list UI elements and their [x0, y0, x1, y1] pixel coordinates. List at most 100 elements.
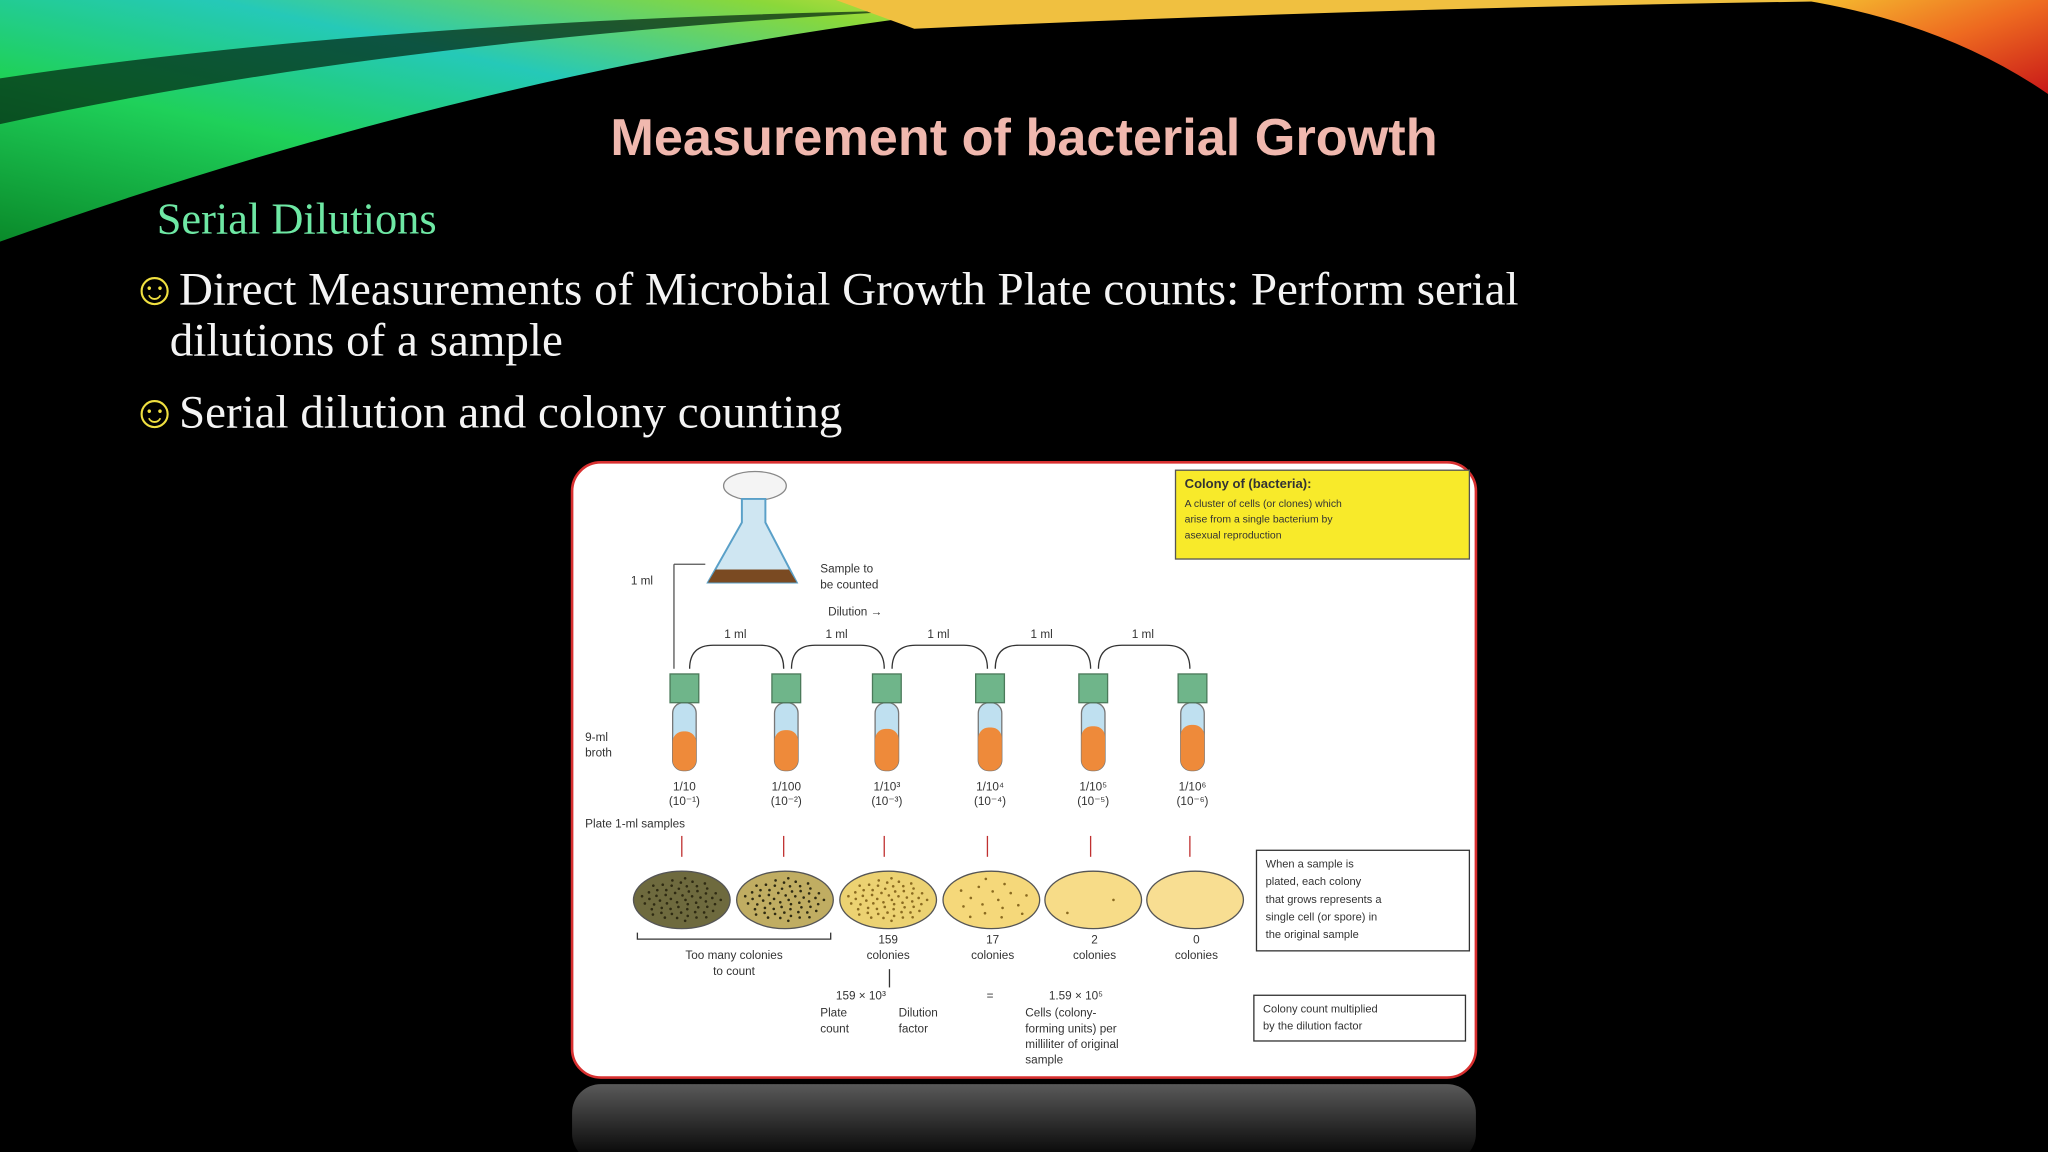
colony-dot	[1112, 898, 1115, 902]
colony-dot	[780, 905, 783, 909]
figure-label: 9-ml	[585, 731, 608, 744]
colony-dot	[719, 898, 723, 902]
colony-dot	[1000, 915, 1003, 919]
colony-dot	[683, 876, 687, 880]
colony-dot	[917, 896, 920, 900]
transfer-arc	[994, 644, 1092, 669]
figure-label: Sample to	[820, 563, 873, 576]
colony-dot	[675, 916, 679, 920]
colony-dot	[755, 884, 758, 887]
colony-dot	[1020, 912, 1024, 916]
colony-dot	[910, 892, 914, 895]
colony-dot	[890, 919, 893, 923]
colony-dot	[869, 916, 873, 919]
plating-box	[1255, 849, 1471, 952]
tube-cap	[871, 673, 902, 704]
bullet-marker: ☺	[131, 386, 179, 438]
colony-dot	[854, 897, 858, 901]
colony-dot	[887, 894, 891, 897]
colony-dot	[991, 890, 994, 893]
colony-dot	[977, 885, 981, 889]
colony-dot	[685, 907, 689, 911]
colony-dot	[783, 911, 786, 914]
colony-dot	[870, 893, 874, 897]
colony-dot	[687, 890, 691, 893]
colony-dot	[671, 879, 674, 882]
figure-label: 1.59 × 10⁵	[1049, 990, 1103, 1003]
colony-dot	[897, 880, 901, 884]
figure-label: Cells (colony-	[1025, 1007, 1096, 1020]
colony-dot	[903, 905, 906, 909]
colony-dot	[892, 914, 896, 918]
figure-label: 1/10⁶	[1179, 781, 1207, 794]
colony-dot	[969, 896, 973, 900]
colony-dot	[981, 903, 984, 906]
colony-dot	[679, 881, 683, 884]
colony-dot	[683, 919, 687, 923]
colony-dot	[711, 909, 715, 913]
tube-broth	[1180, 724, 1205, 771]
colony-dot	[789, 914, 793, 918]
bullet-text: dilutions of a sample	[170, 315, 563, 367]
colony-dot	[647, 891, 651, 894]
colony-dot	[763, 906, 767, 910]
colony-dot	[865, 899, 868, 902]
colony-dot	[909, 882, 913, 885]
colony-dot	[768, 902, 772, 905]
colony-dot	[816, 902, 820, 906]
colony-dot	[798, 884, 802, 888]
tube-broth	[978, 727, 1002, 771]
colony-dot	[714, 891, 718, 895]
colony-dot	[806, 882, 810, 885]
colony-dot	[1001, 906, 1004, 910]
colony-dot	[847, 894, 850, 898]
colony-dot	[809, 905, 812, 909]
colony-dot	[798, 916, 801, 919]
transfer-arc	[688, 644, 785, 669]
colony-dot	[705, 887, 709, 890]
colony-dot	[690, 894, 694, 898]
figure-label: be counted	[820, 578, 878, 591]
tube-broth	[875, 728, 899, 771]
figure-label: 17	[986, 934, 999, 947]
colony-dot	[806, 911, 809, 914]
colony-dot	[670, 884, 673, 887]
colony-dot	[859, 903, 862, 906]
colony-dot	[763, 911, 766, 915]
colony-dot	[773, 884, 777, 887]
colony-dot	[790, 890, 794, 893]
colony-dot	[746, 902, 750, 905]
figure-label: 1 ml	[724, 628, 746, 641]
colony-dot	[861, 894, 865, 898]
figure-label: colonies	[1073, 949, 1116, 962]
figure-reflection	[572, 1084, 1476, 1152]
agar-plate	[942, 870, 1041, 930]
colony-dot	[794, 880, 798, 884]
figure-label: Dilution →	[828, 606, 882, 619]
colony-dot	[778, 900, 782, 904]
colony-dot	[918, 909, 921, 913]
colony-dot	[774, 879, 777, 882]
agar-plate	[1044, 870, 1143, 930]
colony-dot	[673, 891, 677, 895]
colony-dot	[766, 916, 770, 919]
figure-label: Dilution	[899, 1007, 938, 1020]
colony-dot	[761, 899, 765, 902]
colony-dot	[892, 902, 896, 906]
colony-dot	[800, 905, 803, 909]
colony-dot	[877, 879, 881, 882]
slide-subtitle: Serial Dilutions	[157, 194, 437, 244]
colony-dot	[866, 906, 870, 910]
colony-dot	[890, 898, 894, 902]
colony-dot	[984, 877, 988, 881]
colony-dot	[755, 903, 759, 906]
colony-dot	[799, 889, 802, 893]
figure-label: 1/10⁴	[976, 781, 1004, 794]
colony-dot	[753, 907, 757, 911]
colony-dot	[660, 911, 663, 915]
colony-dot	[652, 903, 656, 906]
colony-dot	[664, 893, 668, 897]
colony-dot	[670, 912, 674, 916]
agar-plate	[632, 870, 731, 930]
figure-label: (10⁻³)	[871, 795, 902, 808]
